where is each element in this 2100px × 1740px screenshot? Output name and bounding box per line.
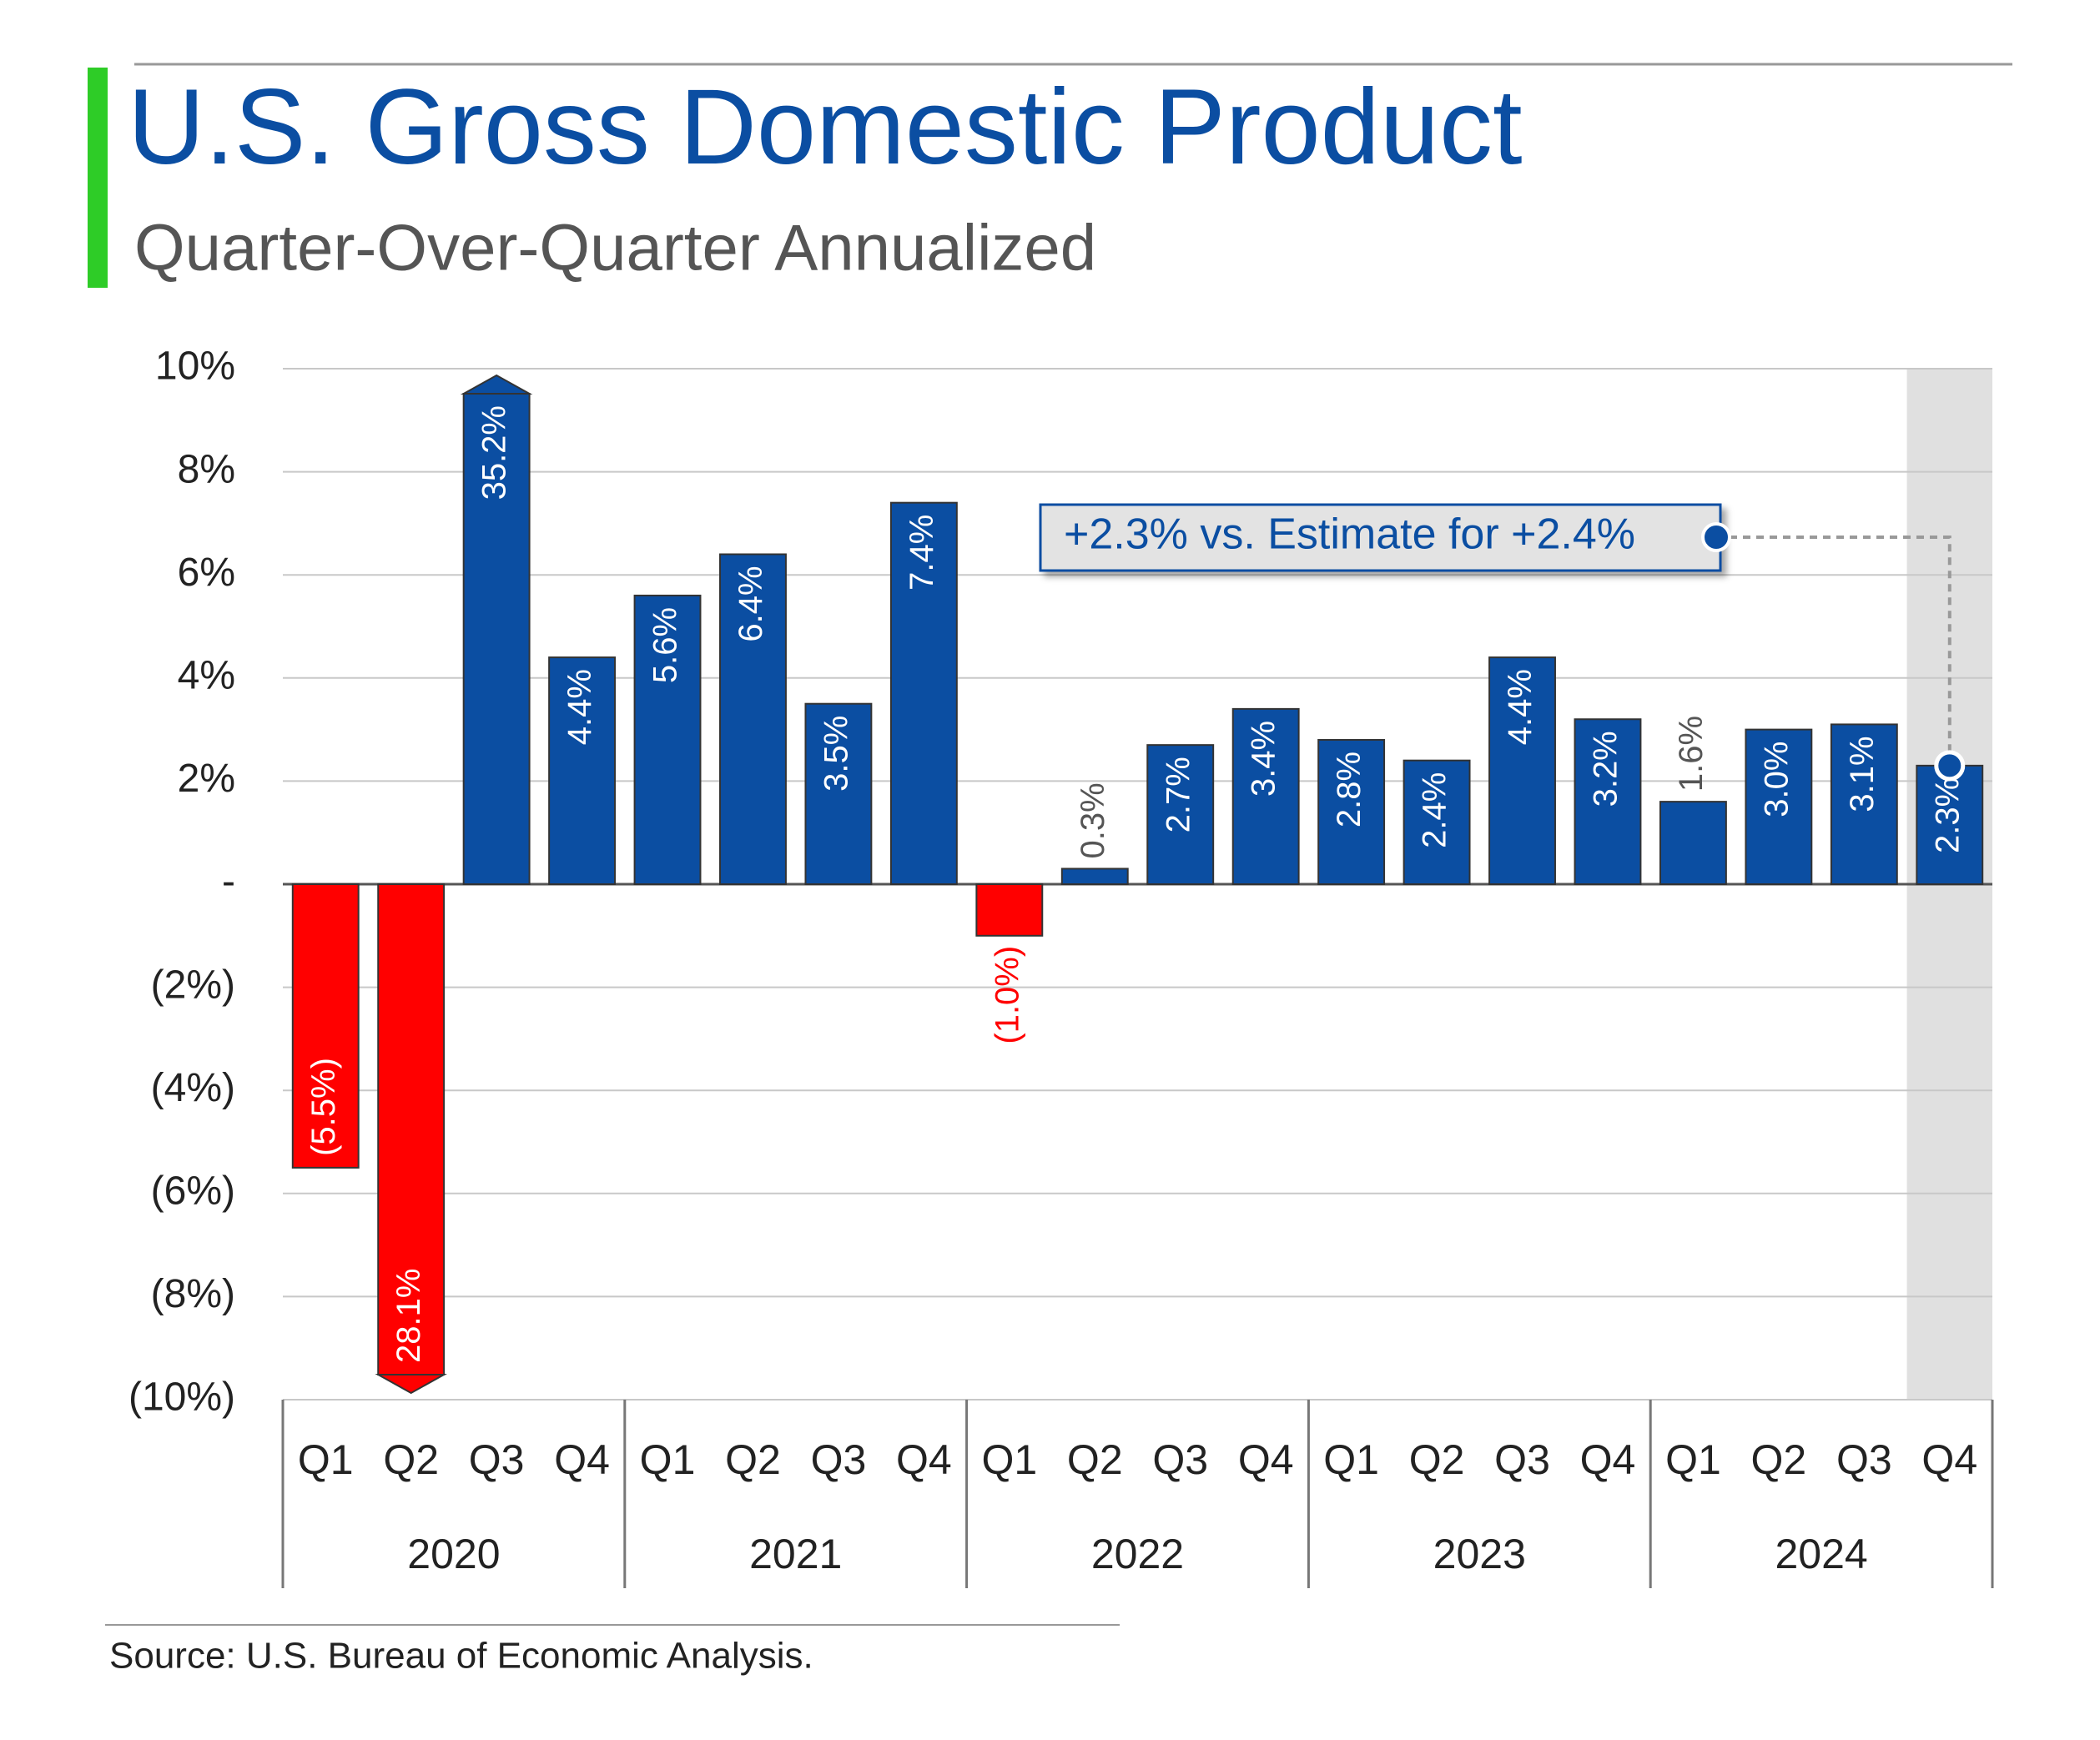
accent-bar	[88, 68, 108, 288]
y-tick-label: 6%	[178, 551, 235, 595]
value-label: 4.4%	[562, 669, 598, 745]
value-label: 3.0%	[1758, 742, 1795, 817]
annotation-connector	[1716, 536, 1951, 766]
bar	[291, 883, 360, 1169]
annotation-dot	[1934, 750, 1966, 782]
group-label: 2023	[1433, 1531, 1526, 1577]
x-tick-label: Q2	[725, 1436, 781, 1483]
y-tick-label: 4%	[178, 653, 235, 697]
value-label: 3.4%	[1246, 721, 1282, 797]
y-tick-label: (6%)	[151, 1169, 235, 1213]
value-label: 0.3%	[1075, 782, 1111, 858]
value-label: 5.6%	[647, 607, 684, 683]
x-tick-label: Q1	[1665, 1436, 1721, 1483]
x-tick-label: Q3	[1836, 1436, 1892, 1483]
group-label: 2020	[407, 1531, 500, 1577]
value-label: 2.8%	[1331, 752, 1367, 827]
bar	[1317, 738, 1386, 886]
bar	[1231, 707, 1300, 885]
y-tick-label: 10%	[155, 344, 235, 389]
x-tick-label: Q3	[811, 1436, 867, 1483]
value-label: 1.6%	[1673, 716, 1710, 792]
bar	[1146, 744, 1215, 886]
y-tick-label: 2%	[178, 757, 235, 801]
x-tick-label: Q1	[298, 1436, 354, 1483]
y-tick-label: (8%)	[151, 1272, 235, 1316]
bar	[975, 883, 1044, 937]
x-tick-label: Q1	[640, 1436, 696, 1483]
bar	[889, 501, 958, 885]
x-tick-label: Q1	[1323, 1436, 1379, 1483]
value-label: 3.2%	[1588, 731, 1624, 807]
group-label: 2021	[749, 1531, 842, 1577]
bar	[1745, 728, 1813, 885]
value-label: 4.4%	[1502, 669, 1538, 745]
value-label: 2.4%	[1417, 772, 1453, 848]
x-tick-label: Q4	[1580, 1436, 1636, 1483]
y-tick-label: (10%)	[128, 1375, 235, 1420]
bar	[1574, 718, 1642, 885]
overflow-arrow	[375, 1374, 447, 1395]
annotation: +2.3% vs. Estimate for +2.4%	[1064, 510, 1635, 559]
bar	[548, 656, 617, 886]
y-tick-label: (4%)	[151, 1066, 235, 1110]
value-label: 3.5%	[818, 716, 854, 792]
x-tick-label: Q4	[554, 1436, 610, 1483]
chart-subtitle: Quarter-Over-Quarter Annualized	[134, 211, 1096, 284]
x-tick-label: Q2	[1751, 1436, 1807, 1483]
bar	[719, 553, 787, 885]
group-label: 2022	[1091, 1531, 1184, 1577]
x-tick-label: Q3	[1494, 1436, 1550, 1483]
value-label: (5.5%)	[305, 1058, 342, 1156]
bar	[462, 393, 531, 885]
value-label: 28.1%	[390, 1269, 427, 1363]
x-tick-label: Q2	[383, 1436, 439, 1483]
x-tick-label: Q4	[896, 1436, 952, 1483]
bar	[1403, 759, 1471, 885]
group-label: 2024	[1775, 1531, 1867, 1577]
value-label: 3.1%	[1844, 736, 1881, 812]
chart-title: U.S. Gross Domestic Product	[128, 68, 1523, 187]
x-tick-label: Q4	[1238, 1436, 1294, 1483]
y-tick-label: (2%)	[151, 963, 235, 1007]
x-tick-label: Q4	[1921, 1436, 1977, 1483]
value-label: 2.7%	[1160, 757, 1196, 832]
bar	[1488, 656, 1556, 886]
x-tick-label: Q2	[1067, 1436, 1123, 1483]
value-label: 7.4%	[904, 515, 940, 591]
bar	[633, 594, 702, 885]
source: Source: U.S. Bureau of Economic Analysis…	[109, 1636, 813, 1677]
x-tick-label: Q1	[981, 1436, 1037, 1483]
x-tick-label: Q3	[469, 1436, 525, 1483]
annotation-dot	[1701, 522, 1731, 552]
annotation-box	[1039, 503, 1722, 572]
bar	[1830, 723, 1898, 885]
bar	[1060, 867, 1129, 885]
bar	[1659, 801, 1727, 885]
bar	[1916, 764, 1984, 885]
y-tick-label: -	[222, 860, 235, 904]
value-label: 6.4%	[733, 566, 769, 641]
overflow-arrow	[460, 374, 533, 395]
value-label: 2.3%	[1929, 777, 1966, 853]
y-tick-label: 8%	[178, 447, 235, 491]
value-label: 35.2%	[476, 405, 513, 500]
value-label: (1.0%)	[989, 946, 1025, 1044]
bar	[804, 702, 873, 886]
x-tick-label: Q3	[1152, 1436, 1208, 1483]
x-tick-label: Q2	[1409, 1436, 1465, 1483]
